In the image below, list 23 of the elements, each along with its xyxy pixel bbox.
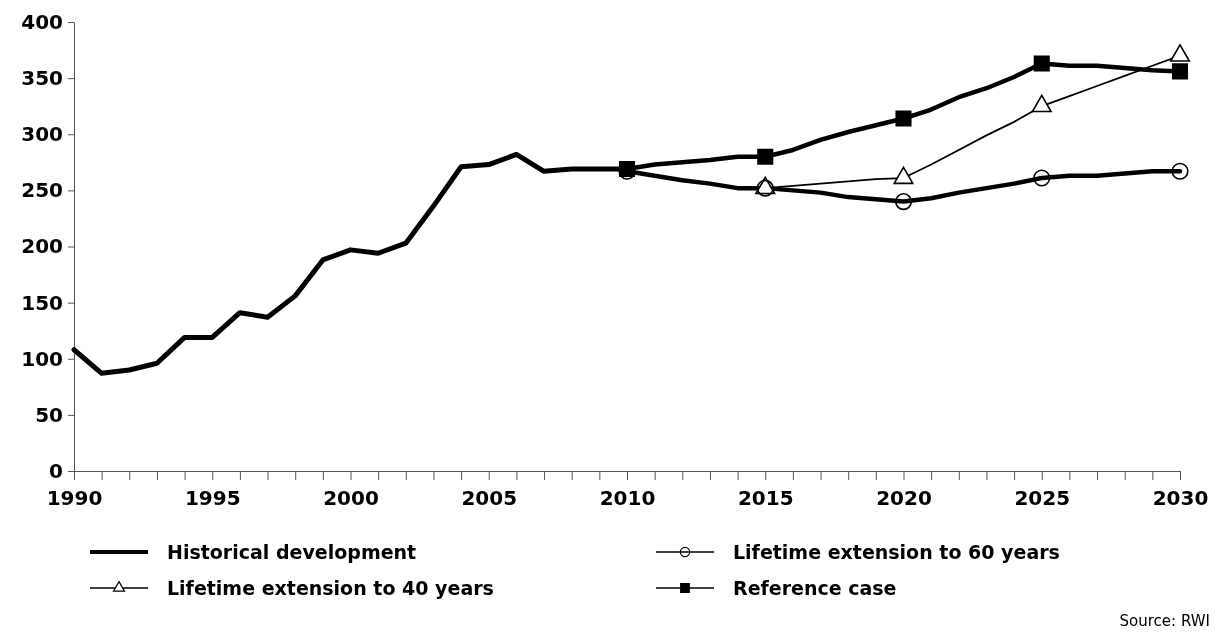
legend-label: Lifetime extension to 40 years [167,576,494,599]
x-tick-label: 2010 [599,486,656,510]
x-tick-label: 2030 [1152,486,1209,510]
y-tick-label: 50 [35,402,63,427]
source-note: Source: RWI [1119,612,1210,630]
legend-label: Historical development [167,540,417,563]
y-tick-label: 100 [21,346,63,371]
y-tick-label: 200 [21,234,63,259]
legend-label: Lifetime extension to 60 years [733,540,1060,563]
x-tick-label: 2000 [323,486,379,510]
y-tick-label: 0 [49,458,63,483]
x-tick-label: 2025 [1014,486,1071,510]
legend-label: Reference case [733,576,897,599]
x-tick-label: 2005 [461,486,518,510]
y-tick-label: 350 [21,66,63,91]
x-tick-label: 2015 [737,486,794,510]
y-tick-label: 400 [21,9,63,34]
x-tick-label: 1990 [46,486,103,510]
y-tick-label: 300 [21,122,63,147]
y-tick-label: 150 [21,290,63,315]
x-tick-label: 1995 [184,486,241,510]
x-tick-label: 2020 [876,486,932,510]
y-tick-label: 250 [21,178,63,203]
